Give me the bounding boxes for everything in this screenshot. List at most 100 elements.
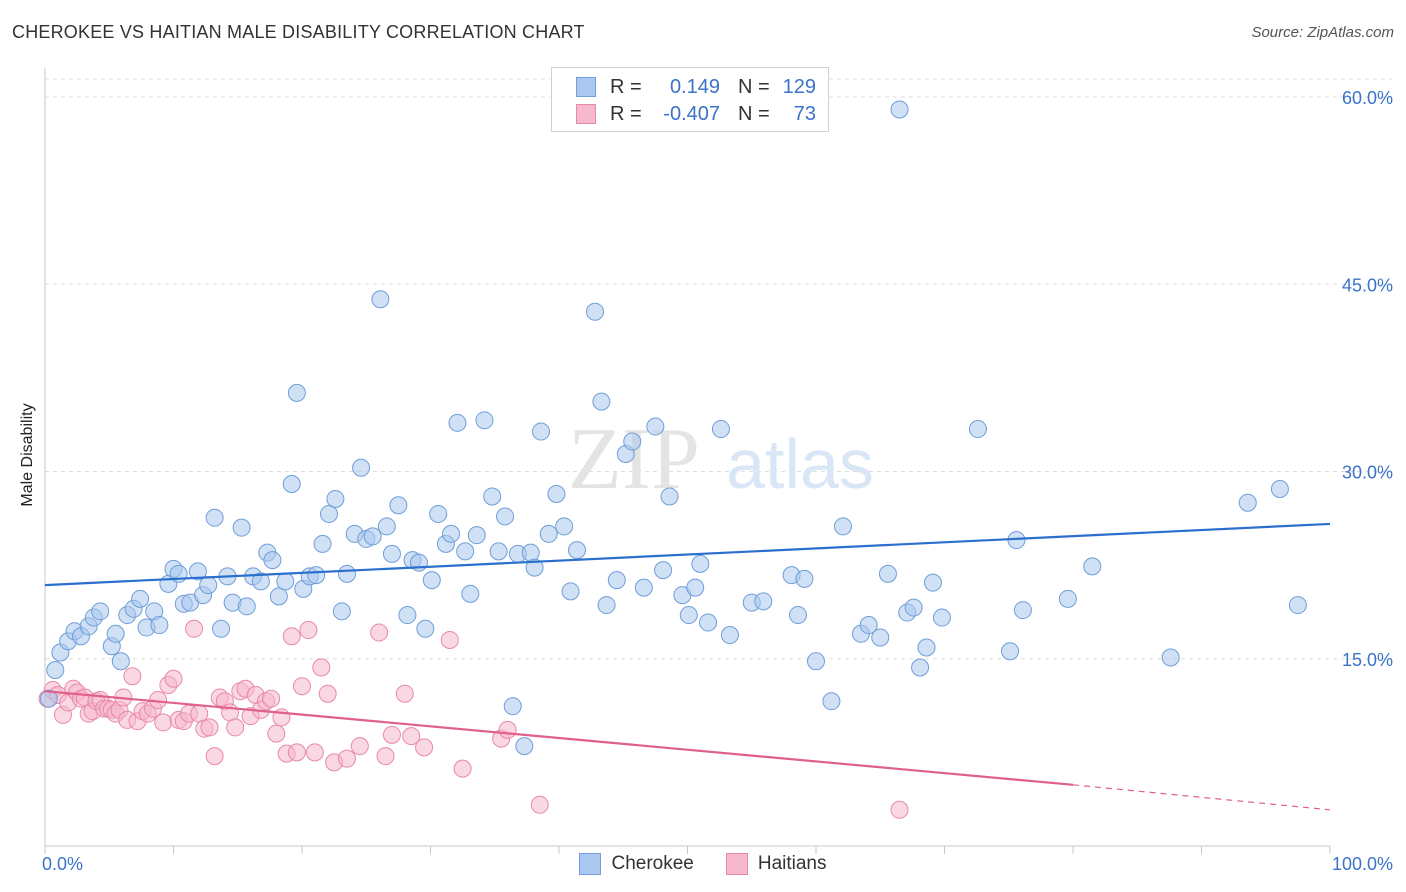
cherokee-point (389, 496, 408, 515)
haitians-point (453, 759, 472, 778)
cherokee-point (371, 290, 390, 309)
cherokee-point (679, 606, 698, 625)
cherokee-point (686, 578, 705, 597)
y-tick-label: 15.0% (1342, 650, 1393, 670)
n-value: 129 (782, 75, 816, 98)
legend-item-haitians[interactable]: Haitians (725, 853, 827, 875)
cherokee-point (377, 517, 396, 536)
cherokee-point (91, 602, 110, 621)
cherokee-point (205, 508, 224, 527)
haitians-point (376, 747, 395, 766)
haitians-point (262, 689, 281, 708)
r-label: R = (610, 102, 642, 125)
cherokee-point (106, 624, 125, 643)
haitians-point (267, 724, 286, 743)
cherokee-point (319, 504, 338, 523)
cherokee-point (561, 582, 580, 601)
cherokee-point (1288, 596, 1307, 615)
cherokee-point (461, 584, 480, 603)
cherokee-point (911, 658, 930, 677)
y-tick-label: 30.0% (1342, 463, 1393, 483)
cherokee-point (1161, 648, 1180, 667)
cherokee-point (456, 542, 475, 561)
axes (44, 68, 1331, 854)
haitians-point (530, 795, 549, 814)
n-label: N = (738, 75, 770, 98)
haitians-trend-line (44, 690, 1074, 786)
cherokee-point (654, 561, 673, 580)
haitians-point (415, 738, 434, 757)
cherokee-point (363, 527, 382, 546)
cherokee-point (313, 534, 332, 553)
cherokee-point (585, 302, 604, 321)
cherokee-point (532, 422, 551, 441)
haitians-point (440, 631, 459, 650)
cherokee-point (634, 578, 653, 597)
cherokee-point (307, 566, 326, 585)
haitians-point (226, 718, 245, 737)
cherokee-point (699, 613, 718, 632)
cherokee-point (251, 572, 270, 591)
cherokee-point (833, 517, 852, 536)
haitians-points (38, 619, 909, 819)
stats-legend: R = 0.149 N = 129 R = -0.407 N = 73 (551, 67, 829, 132)
haitians-point (154, 713, 173, 732)
cherokee-point (448, 413, 467, 432)
cherokee-point (539, 524, 558, 543)
cherokee-point (429, 504, 448, 523)
cherokee-point (789, 606, 808, 625)
legend-row-cherokee: R = 0.149 N = 129 (576, 74, 816, 100)
cherokee-point (822, 692, 841, 711)
cherokee-point (807, 652, 825, 671)
legend-row-haitians: R = -0.407 N = 73 (576, 101, 816, 127)
haitians-point (350, 737, 369, 756)
cherokee-point (932, 608, 951, 627)
legend-item-cherokee[interactable]: Cherokee (579, 853, 694, 875)
cherokee-point (352, 458, 371, 477)
haitians-point (890, 800, 909, 819)
cherokee-point (131, 589, 150, 608)
haitians-point (395, 684, 414, 703)
cherokee-point (416, 619, 435, 638)
cherokee-point (890, 100, 909, 119)
x-tick-label: 0.0% (42, 854, 83, 874)
r-label: R = (610, 75, 642, 98)
haitians-point (498, 720, 517, 739)
cherokee-swatch (576, 77, 596, 97)
cherokee-point (547, 484, 566, 503)
cherokee-point (199, 576, 218, 595)
haitians-point (282, 627, 301, 646)
cherokee-point (326, 489, 345, 508)
cherokee-point (859, 616, 878, 635)
cherokee-point (623, 432, 642, 451)
cherokee-point (398, 606, 417, 625)
cherokee-point (597, 596, 616, 615)
n-label: N = (738, 102, 770, 125)
cherokee-point (382, 544, 401, 563)
haitians-point (382, 725, 401, 744)
haitians-point (164, 669, 183, 688)
cherokee-point (483, 487, 502, 506)
cherokee-point (39, 689, 58, 708)
cherokee-point (711, 420, 730, 439)
cherokee-point (720, 626, 739, 645)
haitians-swatch (576, 104, 596, 124)
cherokee-point (276, 572, 295, 591)
cherokee-point (917, 638, 936, 657)
y-tick-label: 60.0% (1342, 88, 1393, 108)
haitians-point (299, 621, 318, 640)
chart-title: CHEROKEE VS HAITIAN MALE DISABILITY CORR… (12, 22, 585, 42)
cherokee-point (422, 571, 441, 590)
cherokee-point (646, 417, 665, 436)
haitians-point (370, 623, 389, 642)
cherokee-point (592, 392, 611, 411)
cherokee-point (923, 573, 942, 592)
r-value: 0.149 (669, 75, 720, 98)
watermark-atlas: atlas (726, 425, 874, 503)
haitians-point (287, 743, 306, 762)
y-tick-label: 45.0% (1342, 275, 1393, 295)
cherokee-point (555, 517, 574, 536)
cherokee-point (795, 569, 814, 588)
haitians-point (185, 619, 204, 638)
